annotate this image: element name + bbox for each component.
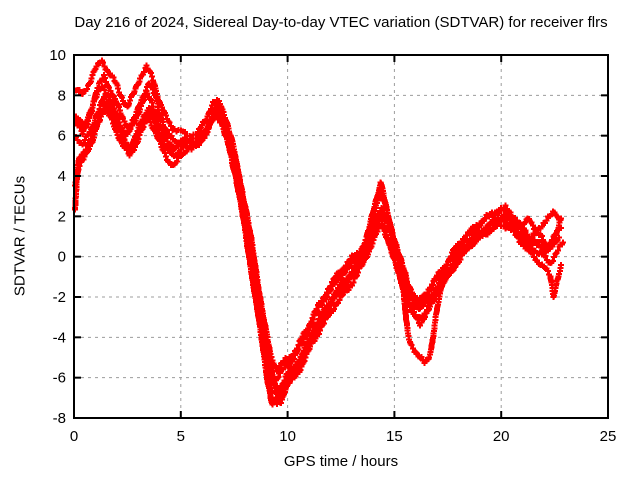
y-tick-label-0: 0 <box>58 249 66 266</box>
y-tick-label--8: -8 <box>53 410 66 427</box>
x-tick-label-0: 0 <box>70 428 78 445</box>
y-tick-label-2: 2 <box>58 208 66 225</box>
x-tick-label-20: 20 <box>493 428 510 445</box>
y-tick-label--4: -4 <box>53 329 66 346</box>
x-tick-label-25: 25 <box>600 428 617 445</box>
chart-title: Day 216 of 2024, Sidereal Day-to-day VTE… <box>74 14 608 31</box>
x-tick-label-15: 15 <box>386 428 403 445</box>
x-tick-label-5: 5 <box>177 428 185 445</box>
y-tick-label--6: -6 <box>53 370 66 387</box>
x-tick-label-10: 10 <box>279 428 296 445</box>
plot-frame <box>73 54 609 419</box>
x-axis-label: GPS time / hours <box>283 453 399 470</box>
y-tick-label-10: 10 <box>49 47 66 64</box>
y-tick-label-6: 6 <box>58 128 66 145</box>
y-tick-label-4: 4 <box>58 168 66 185</box>
y-tick-label--2: -2 <box>53 289 66 306</box>
data-series-day-pair-4 <box>72 108 562 407</box>
data-series-day-pair-3 <box>73 94 564 408</box>
data-series-day-pair-6 <box>72 101 564 406</box>
y-axis-label: SDTVAR / TECUs <box>11 175 29 297</box>
y-tick-label-8: 8 <box>58 87 66 104</box>
axis-ticks <box>73 54 609 419</box>
